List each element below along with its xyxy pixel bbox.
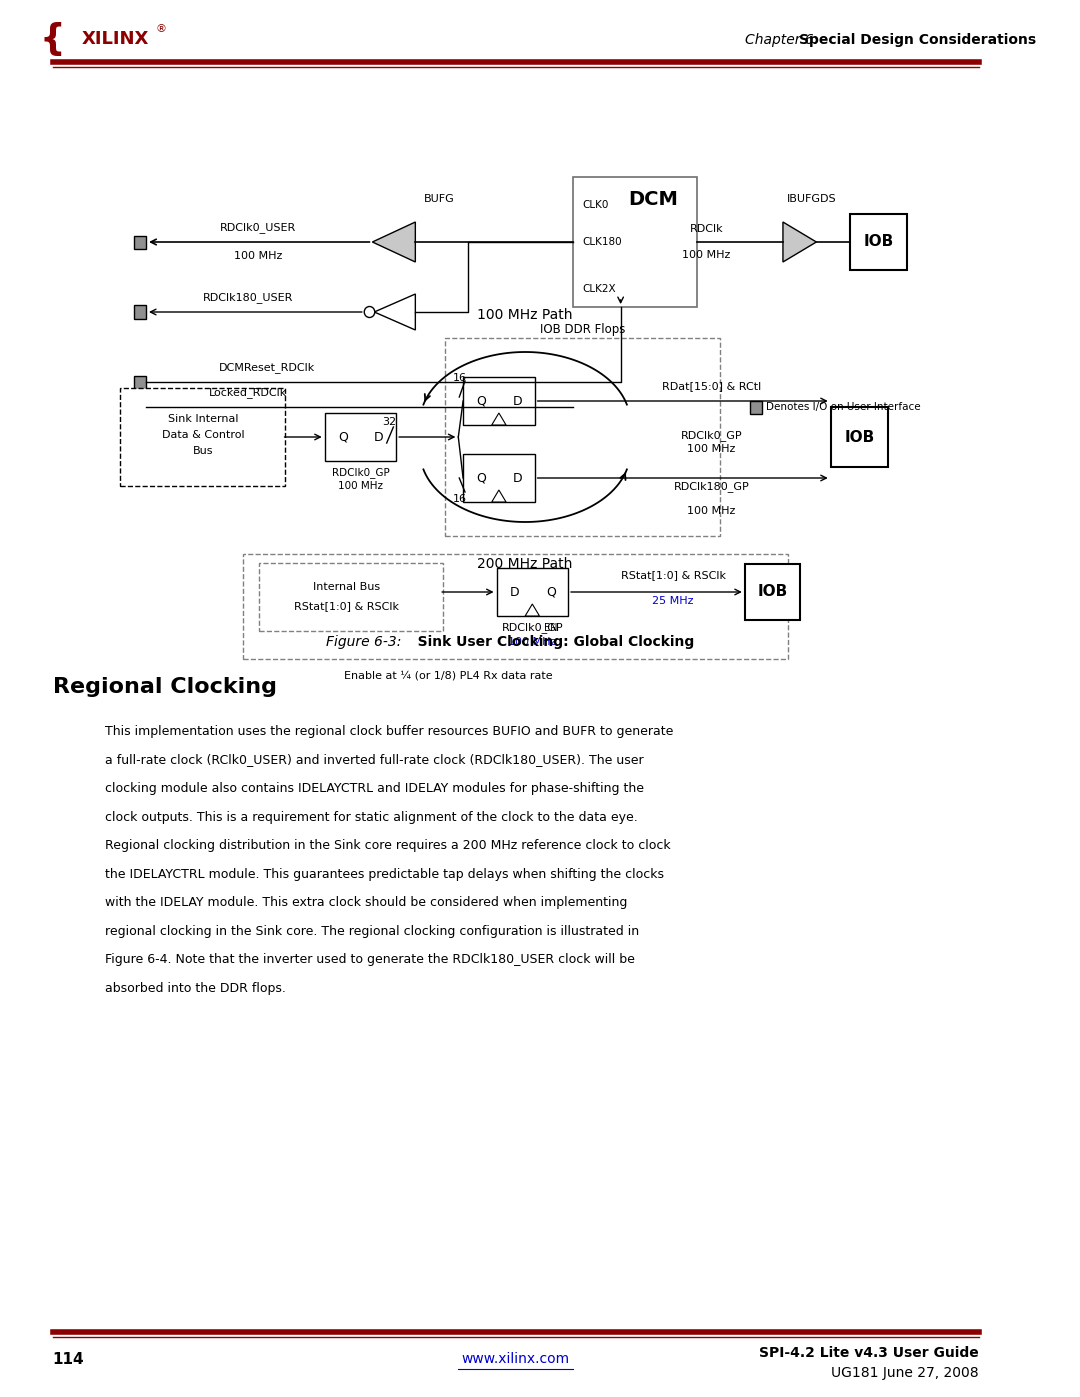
Text: with the IDELAY module. This extra clock should be considered when implementing: with the IDELAY module. This extra clock… — [105, 895, 627, 909]
FancyBboxPatch shape — [750, 401, 762, 414]
FancyBboxPatch shape — [445, 338, 720, 536]
Text: Internal Bus: Internal Bus — [312, 583, 380, 592]
Text: Enable at ¼ (or 1/8) PL4 Rx data rate: Enable at ¼ (or 1/8) PL4 Rx data rate — [345, 671, 553, 680]
Text: RDClk180_USER: RDClk180_USER — [203, 292, 294, 303]
Text: CLK0: CLK0 — [582, 200, 609, 210]
FancyBboxPatch shape — [463, 377, 535, 425]
Text: 100 MHz: 100 MHz — [338, 481, 383, 490]
Text: UG181 June 27, 2008: UG181 June 27, 2008 — [832, 1366, 978, 1380]
Text: RDClk0_GP: RDClk0_GP — [332, 467, 389, 478]
Text: Bus: Bus — [192, 446, 213, 455]
Text: 100 MHz: 100 MHz — [233, 251, 282, 261]
FancyBboxPatch shape — [463, 454, 535, 502]
Text: clock outputs. This is a requirement for static alignment of the clock to the da: clock outputs. This is a requirement for… — [105, 810, 638, 823]
FancyBboxPatch shape — [745, 564, 800, 620]
Polygon shape — [375, 293, 416, 330]
Polygon shape — [491, 414, 507, 425]
Text: RDClk0_USER: RDClk0_USER — [219, 222, 296, 233]
Text: 100 MHz: 100 MHz — [683, 250, 731, 260]
Text: IOB: IOB — [845, 429, 875, 444]
Text: CLK180: CLK180 — [582, 237, 622, 247]
Text: RDClk0_GP: RDClk0_GP — [501, 622, 563, 633]
Text: DCM: DCM — [629, 190, 678, 208]
Text: EN: EN — [544, 623, 557, 633]
Text: absorbed into the DDR flops.: absorbed into the DDR flops. — [105, 982, 286, 995]
Text: a full-rate clock (RClk0_USER) and inverted full-rate clock (RDClk180_USER). The: a full-rate clock (RClk0_USER) and inver… — [105, 753, 644, 767]
Text: BUFG: BUFG — [423, 194, 455, 204]
Text: IBUFGDS: IBUFGDS — [787, 194, 836, 204]
Text: 100 MHz: 100 MHz — [687, 444, 735, 454]
Text: D: D — [375, 430, 383, 443]
Text: ®: ® — [156, 24, 166, 34]
FancyBboxPatch shape — [325, 414, 396, 461]
Polygon shape — [373, 222, 416, 263]
FancyBboxPatch shape — [259, 563, 443, 631]
Circle shape — [364, 306, 375, 317]
FancyBboxPatch shape — [134, 306, 146, 319]
Text: This implementation uses the regional clock buffer resources BUFIO and BUFR to g: This implementation uses the regional cl… — [105, 725, 674, 738]
FancyBboxPatch shape — [497, 569, 568, 616]
Text: IOB: IOB — [863, 235, 893, 250]
Text: RDat[15:0] & RCtl: RDat[15:0] & RCtl — [662, 381, 761, 391]
Text: Q: Q — [476, 472, 486, 485]
Text: {: { — [40, 22, 66, 56]
Text: Q: Q — [338, 430, 348, 443]
Text: Figure 6-4. Note that the inverter used to generate the RDClk180_USER clock will: Figure 6-4. Note that the inverter used … — [105, 953, 635, 965]
Text: Regional Clocking: Regional Clocking — [53, 678, 276, 697]
Text: Locked_RDClk: Locked_RDClk — [210, 387, 287, 398]
FancyBboxPatch shape — [134, 376, 146, 388]
Text: Regional clocking distribution in the Sink core requires a 200 MHz reference clo: Regional clocking distribution in the Si… — [105, 840, 671, 852]
Text: D: D — [513, 394, 523, 408]
Text: the IDELAYCTRL module. This guarantees predictable tap delays when shifting the : the IDELAYCTRL module. This guarantees p… — [105, 868, 664, 880]
Text: Sink User Clocking: Global Clocking: Sink User Clocking: Global Clocking — [403, 636, 694, 650]
FancyBboxPatch shape — [243, 555, 787, 659]
Text: regional clocking in the Sink core. The regional clocking configuration is illus: regional clocking in the Sink core. The … — [105, 925, 639, 937]
Text: RDClk0_GP: RDClk0_GP — [680, 430, 742, 441]
Polygon shape — [491, 490, 507, 502]
FancyBboxPatch shape — [120, 388, 285, 486]
Text: Q: Q — [476, 394, 486, 408]
Text: Denotes I/O on User Interface: Denotes I/O on User Interface — [766, 402, 920, 412]
Text: clocking module also contains IDELAYCTRL and IDELAY modules for phase-shifting t: clocking module also contains IDELAYCTRL… — [105, 782, 644, 795]
Text: Figure 6-3:: Figure 6-3: — [326, 636, 401, 650]
Text: Sink Internal: Sink Internal — [167, 414, 239, 425]
Text: CLK2X: CLK2X — [582, 284, 616, 293]
Polygon shape — [525, 604, 540, 616]
Text: 16: 16 — [454, 495, 468, 504]
FancyBboxPatch shape — [850, 214, 907, 270]
Text: Chapter 6:: Chapter 6: — [745, 34, 823, 47]
Text: 200 MHz Path: 200 MHz Path — [477, 557, 572, 571]
Polygon shape — [783, 222, 816, 263]
Text: RDClk: RDClk — [690, 224, 724, 235]
Text: Special Design Considerations: Special Design Considerations — [799, 34, 1037, 47]
Text: IOB: IOB — [757, 584, 787, 599]
Text: 32: 32 — [382, 416, 396, 427]
FancyBboxPatch shape — [572, 177, 697, 307]
Text: www.xilinx.com: www.xilinx.com — [461, 1352, 569, 1366]
FancyBboxPatch shape — [134, 236, 146, 249]
Text: 25 MHz: 25 MHz — [652, 597, 693, 606]
Text: 114: 114 — [53, 1351, 84, 1366]
Text: RDClk180_GP: RDClk180_GP — [674, 481, 750, 492]
Text: RStat[1:0] & RSClk: RStat[1:0] & RSClk — [294, 601, 399, 610]
Text: D: D — [510, 585, 519, 598]
Text: XILINX: XILINX — [81, 29, 149, 47]
Text: 16: 16 — [454, 373, 468, 383]
Text: IOB DDR Flops: IOB DDR Flops — [540, 323, 625, 337]
Text: DCMReset_RDClk: DCMReset_RDClk — [219, 362, 315, 373]
Text: D: D — [513, 472, 523, 485]
FancyBboxPatch shape — [134, 401, 146, 414]
Text: RStat[1:0] & RSClk: RStat[1:0] & RSClk — [621, 570, 726, 580]
Text: Data & Control: Data & Control — [162, 430, 244, 440]
Text: Q: Q — [546, 585, 556, 598]
Text: 100 MHz: 100 MHz — [687, 506, 735, 515]
Text: SPI-4.2 Lite v4.3 User Guide: SPI-4.2 Lite v4.3 User Guide — [759, 1345, 978, 1361]
Text: 100 MHz: 100 MHz — [508, 637, 556, 647]
Text: 100 MHz Path: 100 MHz Path — [477, 307, 572, 321]
FancyBboxPatch shape — [831, 407, 888, 467]
